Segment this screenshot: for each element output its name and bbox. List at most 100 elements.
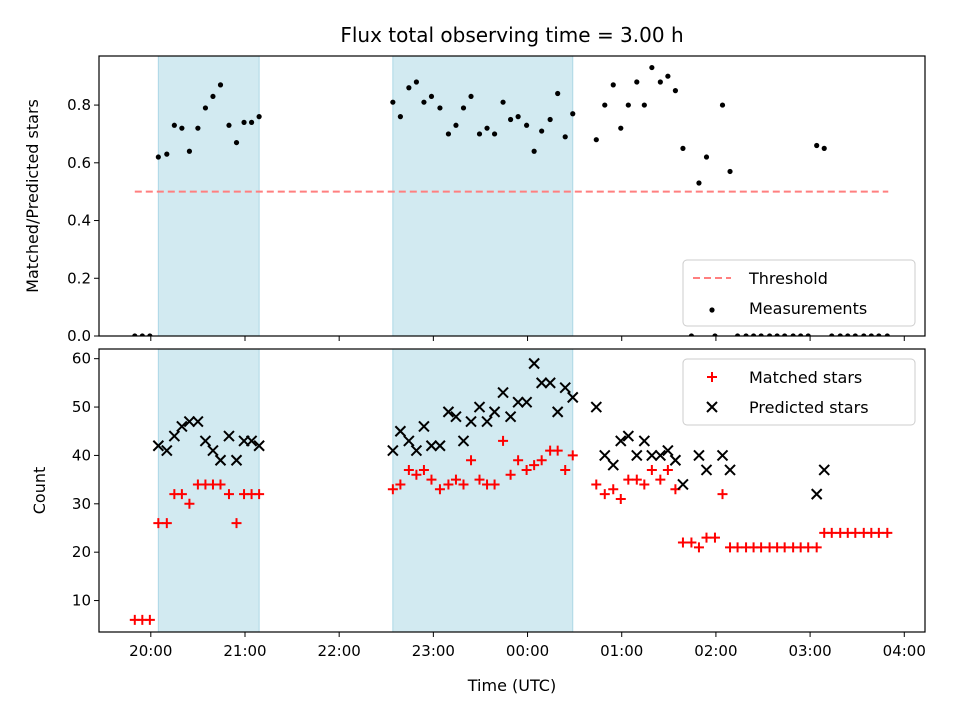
legend: Threshold Measurements [682, 259, 916, 327]
predicted-stars-point [520, 396, 533, 408]
x-tick-label: 23:00 [412, 642, 455, 660]
predicted-stars-point [638, 435, 651, 447]
predicted-stars-point [387, 444, 399, 457]
predicted-stars-point [669, 454, 682, 466]
measurement-point [428, 93, 435, 100]
measurement-point [703, 154, 710, 160]
predicted-stars-point [607, 459, 619, 471]
matched-stars-point [693, 542, 704, 553]
shaded-interval [392, 56, 574, 336]
predicted-stars-point [207, 444, 219, 457]
predicted-stars-point [599, 449, 611, 462]
predicted-stars-point [677, 478, 689, 491]
predicted-stars-point [481, 415, 493, 428]
measurement-point [507, 116, 514, 123]
measurement-point [602, 102, 608, 108]
predicted-stars-point [418, 420, 430, 433]
x-tick-label: 20:00 [129, 642, 172, 660]
matched-stars-point [387, 484, 398, 495]
measurement-point [593, 137, 599, 143]
matched-stars-point [521, 464, 532, 475]
x-tick-label: 04:00 [883, 642, 926, 660]
measurement-point [625, 102, 631, 108]
matched-stars-point [631, 474, 642, 485]
predicted-stars-point [622, 430, 635, 442]
y-axis-label: Count [30, 467, 49, 515]
measurement-point [790, 333, 796, 336]
matched-stars-point [779, 542, 790, 553]
measurement-point [539, 128, 545, 134]
measurement-point [147, 333, 153, 336]
matched-stars-point [552, 445, 563, 456]
predicted-stars-point [434, 440, 446, 452]
y-tick-label: 20 [72, 543, 91, 561]
predicted-stars-point [223, 430, 235, 442]
measurement-point [155, 154, 161, 160]
y-tick-label: 40 [72, 446, 91, 464]
shaded-interval [392, 349, 574, 632]
matched-stars-point [395, 479, 406, 490]
measurement-point [696, 180, 702, 186]
predicted-stars-point [559, 381, 571, 394]
measurement-point [868, 333, 874, 336]
y-tick-label: 0.8 [67, 96, 91, 114]
legend-label: Predicted stars [749, 398, 869, 417]
y-tick-label: 0.4 [67, 212, 91, 230]
measurement-point [195, 125, 201, 131]
panel-1: 0.0 0.2 0.4 0.6 0.8 Matched/Predicted stars Th… [23, 55, 926, 345]
matched-stars-point [882, 527, 893, 538]
chart-title: Flux total observing time = 3.00 h [340, 23, 683, 47]
matched-stars-point [536, 455, 547, 466]
measurement-point [634, 79, 640, 85]
measurement-point [397, 114, 403, 120]
predicted-stars-point [442, 406, 455, 418]
predicted-stars-point [512, 396, 524, 408]
predicted-stars-point [450, 411, 462, 423]
measurement-point [233, 139, 240, 146]
predicted-stars-point [176, 420, 188, 433]
measurement-point [774, 333, 780, 336]
matched-stars-point [662, 464, 673, 475]
matched-stars-point [826, 527, 837, 538]
measurement-point [139, 333, 145, 336]
predicted-stars-point [654, 449, 667, 462]
y-tick-label: 0.2 [67, 269, 91, 287]
shaded-interval [157, 56, 260, 336]
predicted-stars-point [403, 435, 415, 447]
measurement-point [766, 333, 773, 336]
matched-stars-point [732, 542, 743, 553]
measurement-point [665, 73, 671, 79]
predicted-stars-point [544, 377, 556, 389]
matched-stars-point [615, 493, 626, 504]
measurement-point [876, 333, 882, 336]
measurement-point [491, 131, 498, 137]
measurement-point [437, 105, 443, 111]
measurement-point [555, 90, 561, 97]
predicted-stars-point [818, 464, 830, 476]
matched-stars-point [623, 474, 634, 485]
matched-stars-point [450, 474, 461, 485]
legend-label: Matched stars [749, 368, 862, 387]
predicted-stars-point [199, 435, 212, 447]
y-tick-label: 30 [72, 495, 91, 513]
matched-stars-point [411, 469, 422, 480]
y-tick-label: 10 [72, 592, 91, 610]
matched-stars-point [513, 455, 524, 466]
matched-stars-point [756, 542, 767, 553]
matched-stars-point [709, 532, 720, 543]
measurement-point [562, 134, 568, 140]
predicted-stars-point [168, 430, 181, 442]
matched-stars-point [655, 474, 666, 485]
measurement-point [657, 79, 663, 85]
measurement-point [500, 99, 506, 105]
measurement-point [202, 105, 209, 111]
matched-stars-point [443, 479, 454, 490]
predicted-stars-point [488, 406, 501, 418]
matched-stars-point [717, 489, 728, 500]
measurement-point [649, 64, 655, 71]
measurement-point [468, 93, 474, 100]
measurement-point [547, 116, 553, 123]
measurement-point [570, 111, 576, 117]
measurement-point [171, 122, 177, 128]
